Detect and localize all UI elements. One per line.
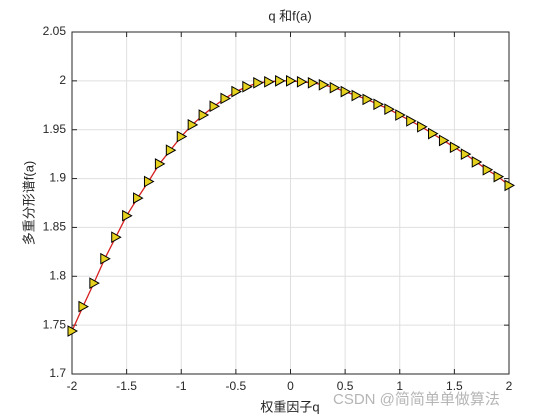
x-axis-label: 权重因子q [260, 399, 319, 414]
data-marker [231, 85, 242, 98]
x-tick-label: 2 [506, 379, 513, 393]
axes-box [71, 31, 510, 375]
data-marker [493, 170, 505, 183]
y-tick-label: 2.05 [43, 24, 67, 38]
data-marker [362, 93, 374, 106]
data-marker [340, 85, 352, 98]
x-tick-label: -2 [67, 379, 78, 393]
data-marker [275, 75, 286, 87]
data-marker [209, 100, 221, 113]
data-marker [198, 109, 210, 121]
x-tick-label: 0.5 [337, 379, 354, 393]
data-marker [220, 92, 231, 105]
x-tick-label: -1.5 [116, 379, 137, 393]
data-marker [438, 134, 450, 147]
y-tick-label: 2 [59, 73, 66, 87]
y-tick-label: 1.7 [49, 366, 66, 380]
y-axis-label: 多重分形谱f(a) [21, 161, 36, 246]
data-marker [351, 89, 363, 102]
data-marker [187, 118, 199, 131]
data-marker [122, 209, 133, 222]
data-marker [449, 141, 461, 154]
x-tick-label: 0 [287, 379, 294, 393]
x-tick-label: -1 [176, 379, 187, 393]
data-marker [406, 115, 417, 127]
x-tick-label: -0.5 [226, 379, 247, 393]
data-marker [100, 252, 111, 265]
chart-title: q 和f(a) [268, 8, 311, 23]
y-tick-label: 1.85 [43, 220, 67, 234]
data-marker [318, 78, 330, 91]
data-marker [373, 98, 384, 111]
data-marker [417, 120, 428, 133]
data-marker [89, 277, 100, 289]
data-marker [154, 158, 166, 170]
data-marker [286, 75, 297, 87]
data-marker [242, 80, 253, 93]
data-marker [111, 231, 122, 244]
data-marker [78, 300, 89, 313]
data-marker [329, 81, 341, 94]
data-marker [471, 156, 483, 168]
data-marker [264, 75, 275, 88]
data-marker [504, 179, 516, 192]
data-marker [428, 127, 439, 140]
data-marker [384, 103, 395, 116]
data-marker [133, 192, 144, 204]
data-marker [176, 130, 188, 143]
watermark: CSDN @简简单单做算法 [333, 390, 500, 408]
y-tick-label: 1.8 [49, 268, 66, 282]
data-marker [165, 144, 177, 157]
data-marker [395, 109, 406, 121]
data-marker [296, 75, 308, 88]
y-tick-label: 1.75 [43, 317, 67, 331]
y-tick-label: 1.9 [49, 171, 66, 185]
data-marker [482, 163, 494, 176]
data-marker [253, 76, 264, 89]
data-marker [307, 76, 319, 89]
y-tick-label: 1.95 [43, 122, 67, 136]
data-marker [143, 175, 155, 188]
data-marker [460, 148, 472, 160]
x-tick-label: 1 [396, 379, 403, 393]
data-marker [67, 325, 79, 337]
x-tick-label: 1.5 [446, 379, 463, 393]
